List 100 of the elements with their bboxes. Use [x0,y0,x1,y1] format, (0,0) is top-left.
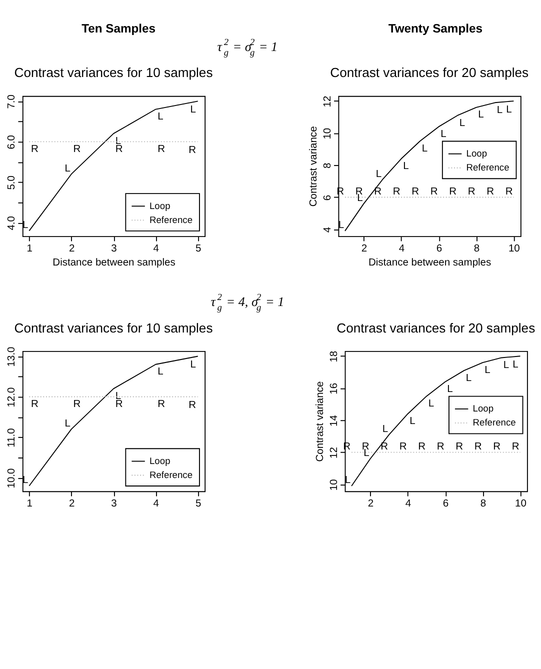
data-label: L [503,360,510,372]
data-label: R [418,442,426,453]
data-label: R [430,186,438,198]
legend-label: Loop [466,148,488,159]
x-tick-label: 3 [111,498,118,510]
data-label: L [506,104,512,116]
chart-title: Contrast variances for 20 samples [336,320,536,336]
y-tick-label: 11.0 [6,428,18,448]
x-tick-label: 1 [26,498,33,510]
data-label: R [374,186,382,198]
y-tick-label: 12 [328,446,340,459]
data-label: L [422,143,428,154]
y-tick-label: 5.0 [6,175,18,190]
y-tick-label: 12 [322,96,334,108]
data-label: L [484,364,491,376]
data-label: R [456,442,464,453]
data-label: L [376,168,382,180]
line-series [28,356,198,486]
x-tick-label: 4 [153,498,160,510]
data-label: R [449,186,457,198]
data-label: R [188,400,196,411]
y-axis-title: Contrast variance [314,381,326,462]
legend-label: Loop [150,200,170,211]
x-tick-label: 5 [195,243,202,254]
data-label: L [190,359,196,370]
chart-title: Contrast variances for 20 samples [330,65,530,80]
y-tick-label: 18 [328,350,340,362]
chart-title: Contrast variances for 10 samples [14,320,214,336]
data-label: L [466,372,472,384]
data-label: R [73,144,81,155]
x-tick-label: 2 [68,243,75,254]
legend-label: Loop [472,404,494,414]
data-label: R [493,442,501,453]
y-tick-label: 10 [322,128,334,140]
data-label: L [158,112,164,123]
data-label: L [338,220,344,232]
data-label: L [344,475,351,486]
data-label: R [505,186,513,198]
legend-label: Reference [466,162,510,173]
x-tick-label: 2 [68,498,75,510]
legend-label: Reference [472,418,516,428]
y-tick-label: 4.0 [6,216,18,230]
y-tick-label: 6 [322,194,334,201]
legend-label: Reference [150,470,193,480]
data-label: L [447,384,454,396]
x-tick-label: 8 [480,498,486,510]
data-label: L [440,128,447,140]
y-tick-label: 12.0 [6,386,18,408]
x-tick-label: 4 [405,498,412,510]
legend-label: Loop [150,456,170,466]
y-tick-label: 7.0 [6,94,18,109]
line-series [344,100,514,232]
data-label: R [158,144,165,155]
data-label: L [190,104,196,116]
data-label: R [412,186,420,198]
data-label: L [64,418,71,430]
data-label: L [410,416,416,428]
data-label: R [512,442,520,453]
data-label: R [486,186,494,198]
text: Twenty Samples [388,21,483,36]
y-tick-label: 10.0 [6,468,18,488]
data-label: L [496,104,503,116]
data-label: R [436,442,444,453]
legend-label: Reference [150,214,193,225]
data-label: R [158,399,165,410]
data-label: R [188,144,196,156]
x-tick-label: 8 [474,243,480,254]
y-tick-label: 16 [328,382,340,394]
line-series [351,356,521,486]
chart-title: Contrast variances for 10 samples [14,65,214,80]
x-tick-label: 6 [442,498,449,510]
y-tick-label: 14 [328,414,340,426]
y-tick-label: 8 [322,162,334,169]
data-label: L [459,118,466,129]
x-tick-label: 5 [195,498,202,510]
y-tick-label: 13.0 [6,346,18,367]
data-label: R [115,399,123,410]
x-tick-label: 4 [398,243,405,254]
x-tick-label: 10 [514,498,527,510]
data-label: L [512,359,519,370]
data-label: R [392,186,400,198]
data-label: R [31,399,38,410]
x-tick-label: 4 [153,243,160,254]
text: Ten Samples [82,21,156,36]
data-label: L [478,110,484,121]
data-label: L [158,366,164,378]
y-tick-label: 6.0 [6,134,18,150]
data-label: R [31,144,38,155]
data-label: R [73,399,81,410]
x-tick-label: 6 [436,243,442,254]
data-label: L [382,424,388,435]
data-label: R [115,144,123,155]
data-label: R [468,186,476,198]
x-axis-title: Distance between samples [368,258,492,268]
x-axis-title: Distance between samples [52,258,176,268]
line-series [28,100,198,232]
x-tick-label: 3 [111,243,118,254]
data-label: L [428,398,434,410]
x-tick-label: 2 [368,498,374,510]
x-tick-label: 2 [361,243,368,254]
